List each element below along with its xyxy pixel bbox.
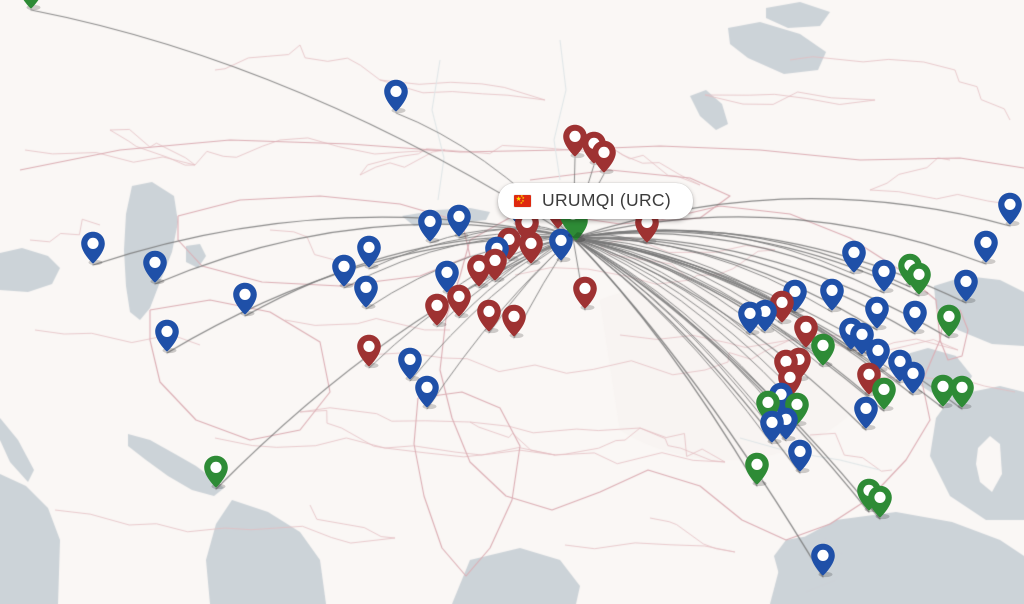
airport-marker-green[interactable] xyxy=(18,0,44,11)
airport-marker-red[interactable] xyxy=(518,231,544,266)
airport-marker-blue[interactable] xyxy=(397,347,423,382)
airport-marker-blue[interactable] xyxy=(331,254,357,289)
cn-flag-icon: ★ ★ ★ ★ ★ xyxy=(514,194,531,207)
airport-marker-red[interactable] xyxy=(424,293,450,328)
airport-marker-blue[interactable] xyxy=(383,79,409,114)
flag-star-5: ★ xyxy=(519,200,523,205)
airport-marker-red[interactable] xyxy=(562,124,588,159)
airport-marker-red[interactable] xyxy=(501,304,527,339)
airport-marker-green[interactable] xyxy=(936,304,962,339)
flag-star-4: ★ xyxy=(521,198,525,203)
airport-marker-blue[interactable] xyxy=(841,240,867,275)
airport-marker-red[interactable] xyxy=(572,276,598,311)
airport-marker-blue[interactable] xyxy=(865,338,891,373)
airport-marker-green[interactable] xyxy=(930,374,956,409)
airport-marker-blue[interactable] xyxy=(997,192,1023,227)
airport-marker-blue[interactable] xyxy=(232,282,258,317)
airport-marker-green[interactable] xyxy=(949,375,975,410)
airport-marker-blue[interactable] xyxy=(356,235,382,270)
airport-marker-blue[interactable] xyxy=(953,269,979,304)
airport-marker-blue[interactable] xyxy=(154,319,180,354)
airport-marker-red[interactable] xyxy=(356,334,382,369)
airport-marker-blue[interactable] xyxy=(737,301,763,336)
flag-star-1: ★ xyxy=(515,195,522,203)
airport-marker-blue[interactable] xyxy=(353,275,379,310)
airport-marker-green[interactable] xyxy=(906,262,932,297)
airport-marker-blue[interactable] xyxy=(853,396,879,431)
airport-marker-blue[interactable] xyxy=(819,278,845,313)
flag-star-2: ★ xyxy=(520,194,524,198)
airport-marker-blue[interactable] xyxy=(900,361,926,396)
airport-marker-red[interactable] xyxy=(476,299,502,334)
airport-marker-blue[interactable] xyxy=(973,230,999,265)
airport-marker-green[interactable] xyxy=(810,333,836,368)
airport-marker-red[interactable] xyxy=(466,254,492,289)
airport-marker-green[interactable] xyxy=(203,455,229,490)
airport-marker-blue[interactable] xyxy=(902,300,928,335)
airport-marker-green[interactable] xyxy=(867,485,893,520)
airport-marker-blue[interactable] xyxy=(414,375,440,410)
airport-marker-red[interactable] xyxy=(446,284,472,319)
airport-marker-blue[interactable] xyxy=(871,259,897,294)
hub-airport-label[interactable]: ★ ★ ★ ★ ★ URUMQI (URC) xyxy=(498,183,693,219)
airport-marker-blue[interactable] xyxy=(446,204,472,239)
flag-star-3: ★ xyxy=(521,196,525,201)
airport-marker-blue[interactable] xyxy=(417,209,443,244)
airport-marker-green[interactable] xyxy=(744,452,770,487)
airport-marker-blue[interactable] xyxy=(810,543,836,578)
airport-marker-blue[interactable] xyxy=(80,231,106,266)
airport-marker-blue[interactable] xyxy=(759,410,785,445)
airport-marker-blue[interactable] xyxy=(548,228,574,263)
airport-marker-blue[interactable] xyxy=(787,439,813,474)
airport-marker-blue[interactable] xyxy=(864,296,890,331)
airport-marker-red[interactable] xyxy=(591,140,617,175)
hub-airport-name: URUMQI (URC) xyxy=(542,190,671,210)
airport-marker-green[interactable] xyxy=(871,377,897,412)
airport-marker-blue[interactable] xyxy=(142,250,168,285)
